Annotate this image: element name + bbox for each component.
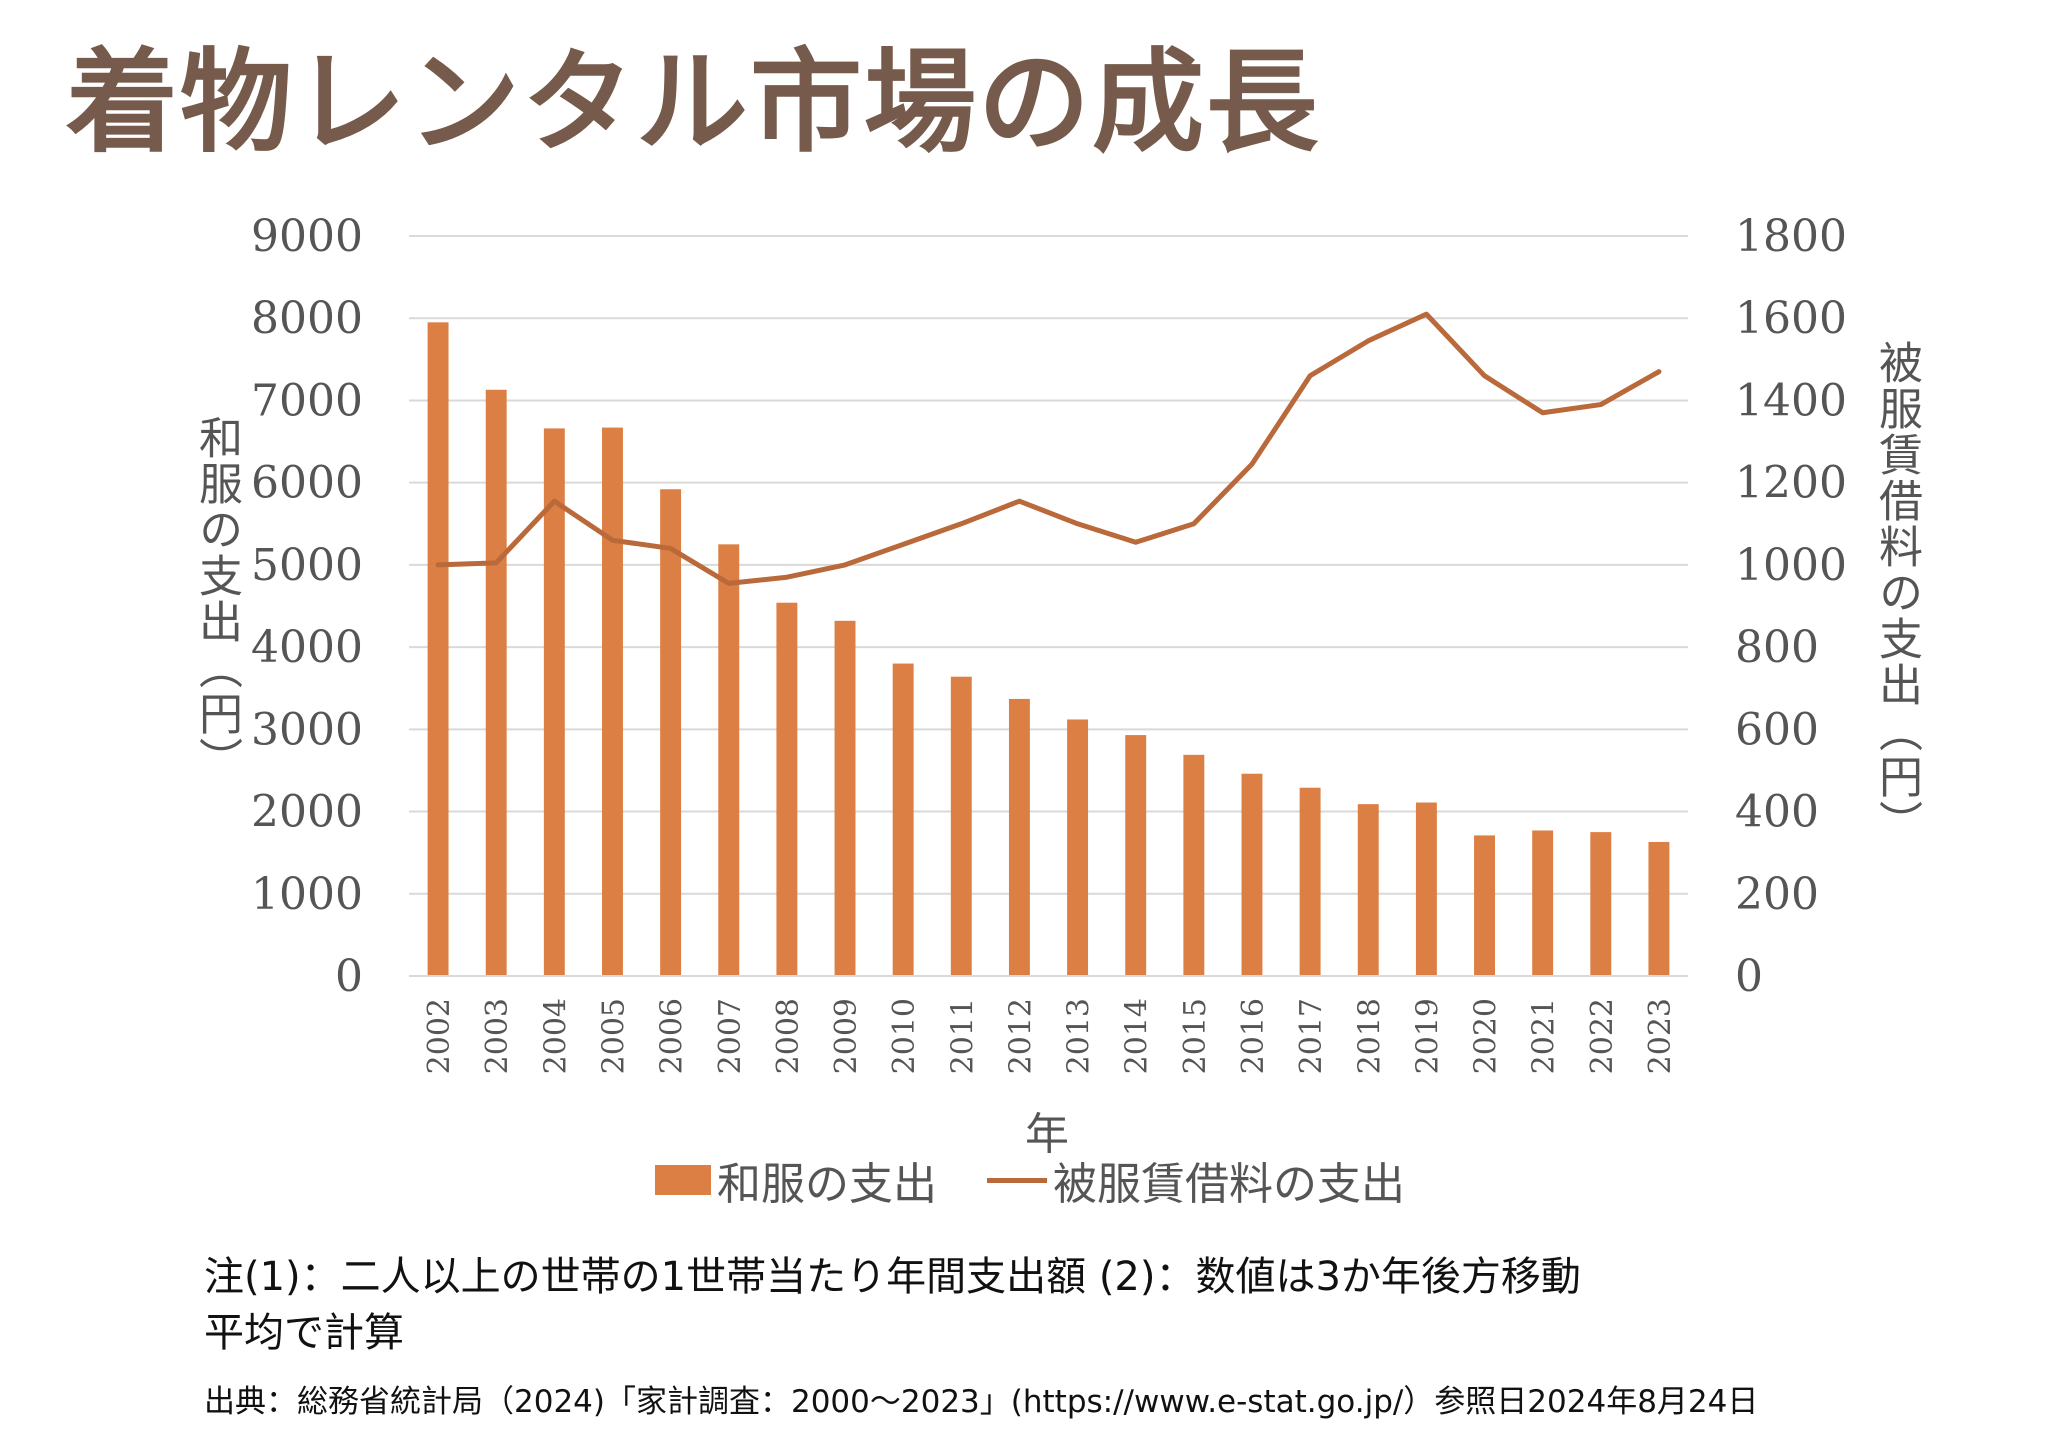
bar <box>427 322 449 976</box>
left-axis-label: 和服の支出（円） <box>191 415 242 783</box>
bar <box>1532 830 1554 976</box>
x-tick-label: 2017 <box>1294 998 1329 1074</box>
left-tick-label: 1000 <box>251 869 363 920</box>
bar <box>718 544 740 976</box>
left-tick-label: 3000 <box>251 704 363 755</box>
x-tick-label: 2020 <box>1469 998 1504 1074</box>
bar <box>543 428 565 976</box>
source-note: 出典：総務省統計局（2024)「家計調査：2000～2023」(https://… <box>204 1384 1759 1420</box>
bar <box>1648 841 1670 976</box>
left-tick-label: 4000 <box>251 622 363 673</box>
legend-line-label: 被服賃借料の支出 <box>1053 1159 1405 1210</box>
x-tick-label: 2009 <box>829 998 864 1074</box>
bar <box>1299 787 1321 976</box>
right-tick-label: 1000 <box>1735 540 1847 591</box>
left-tick-label: 2000 <box>251 787 363 838</box>
bar <box>602 427 623 977</box>
right-tick-label: 1800 <box>1735 211 1847 262</box>
right-tick-label: 200 <box>1735 869 1819 920</box>
right-tick-label: 0 <box>1735 951 1763 1002</box>
right-tick-label: 800 <box>1735 622 1819 673</box>
x-tick-label: 2005 <box>596 998 631 1074</box>
left-tick-label: 5000 <box>251 540 363 591</box>
bar <box>1474 835 1495 976</box>
left-tick-label: 9000 <box>251 211 363 262</box>
x-tick-label: 2021 <box>1527 998 1562 1074</box>
note-line-2: 平均で計算 <box>204 1310 404 1356</box>
x-tick-label: 2003 <box>480 998 515 1074</box>
bar <box>950 676 972 976</box>
bar <box>1590 832 1612 976</box>
line-series <box>435 311 1662 586</box>
x-tick-label: 2002 <box>422 998 457 1074</box>
right-tick-label: 1400 <box>1735 375 1847 426</box>
note-line-1: 注(1)：二人以上の世帯の1世帯当たり年間支出額 (2)：数値は3か年後方移動 <box>204 1254 1581 1300</box>
bar <box>1008 698 1030 976</box>
x-tick-label: 2012 <box>1003 998 1038 1074</box>
left-tick-label: 6000 <box>251 458 363 509</box>
bar <box>834 620 856 976</box>
right-tick-label: 600 <box>1735 704 1819 755</box>
left-tick-label: 0 <box>335 951 363 1002</box>
x-tick-label: 2008 <box>771 998 806 1074</box>
right-axis-label: 被服賃借料の支出（円） <box>1871 340 1922 846</box>
x-tick-label: 2015 <box>1178 998 1213 1074</box>
x-tick-label: 2004 <box>538 998 573 1074</box>
x-tick-label: 2016 <box>1236 998 1271 1074</box>
x-tick-label: 2007 <box>713 998 748 1074</box>
x-tick-label: 2018 <box>1352 998 1387 1074</box>
page-title: 着物レンタル市場の成長 <box>66 37 1320 168</box>
legend-line-swatch <box>987 1177 1047 1183</box>
bar <box>1357 804 1379 976</box>
bar <box>1125 735 1147 976</box>
bar <box>892 663 914 976</box>
right-tick-label: 1200 <box>1735 458 1847 509</box>
bar <box>1183 754 1205 976</box>
legend: 和服の支出 被服賃借料の支出 <box>655 1148 1405 1212</box>
x-tick-label: 2006 <box>655 998 690 1074</box>
left-tick-label: 8000 <box>251 293 363 344</box>
x-tick-label: 2023 <box>1643 998 1678 1074</box>
bar <box>1241 773 1263 976</box>
x-tick-label: 2013 <box>1062 998 1097 1074</box>
bar <box>660 489 682 976</box>
x-tick-label: 2022 <box>1585 998 1620 1074</box>
legend-bar-swatch <box>655 1165 711 1195</box>
x-tick-label: 2014 <box>1120 998 1155 1074</box>
right-tick-label: 400 <box>1735 787 1819 838</box>
x-tick-label: 2010 <box>887 998 922 1074</box>
legend-bar-label: 和服の支出 <box>717 1159 937 1210</box>
bar <box>485 389 507 976</box>
left-tick-label: 7000 <box>251 375 363 426</box>
bar <box>1415 802 1437 976</box>
x-tick-label: 2019 <box>1410 998 1445 1074</box>
bar <box>1067 719 1089 976</box>
bar <box>776 602 798 976</box>
x-axis-label: 年 <box>1025 1109 1069 1160</box>
right-tick-label: 1600 <box>1735 293 1847 344</box>
x-tick-label: 2011 <box>945 998 980 1074</box>
